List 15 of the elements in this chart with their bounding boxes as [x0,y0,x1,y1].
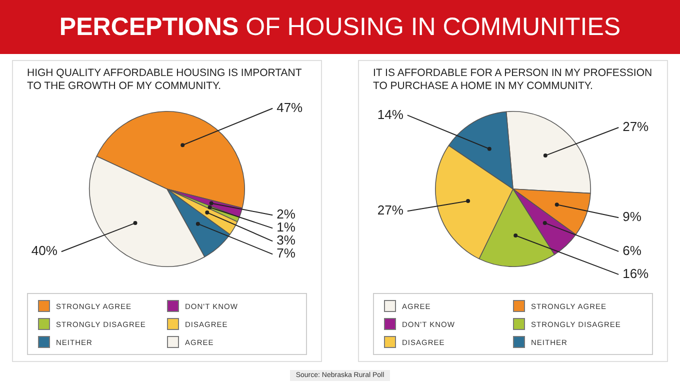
data-label: 47% [276,100,304,115]
data-label: 1% [276,220,296,235]
data-label: 40% [31,243,58,258]
chart-title: HIGH QUALITY AFFORDABLE HOUSING IS IMPORTANT TO THE GROWTH OF MY COMMUNITY. [26,66,303,94]
data-label: 27% [377,202,404,218]
text: PERCEPTIONS OF HOUSING IN COMMUNITIES [59,12,621,42]
data-label: 27% [622,119,650,134]
data-label: 14% [377,106,404,122]
data-label: 2% [276,206,296,222]
data-label: 7% [276,246,296,261]
chart-title: IT IS AFFORDABLE FOR A PERSON IN MY PROFESSION TO PURCHASE A HOME IN MY COMMUNITY. [372,66,654,94]
data-label: 9% [622,209,642,224]
data-label: 16% [622,266,650,282]
data-label: 3% [276,232,296,248]
data-label: 6% [622,242,642,258]
